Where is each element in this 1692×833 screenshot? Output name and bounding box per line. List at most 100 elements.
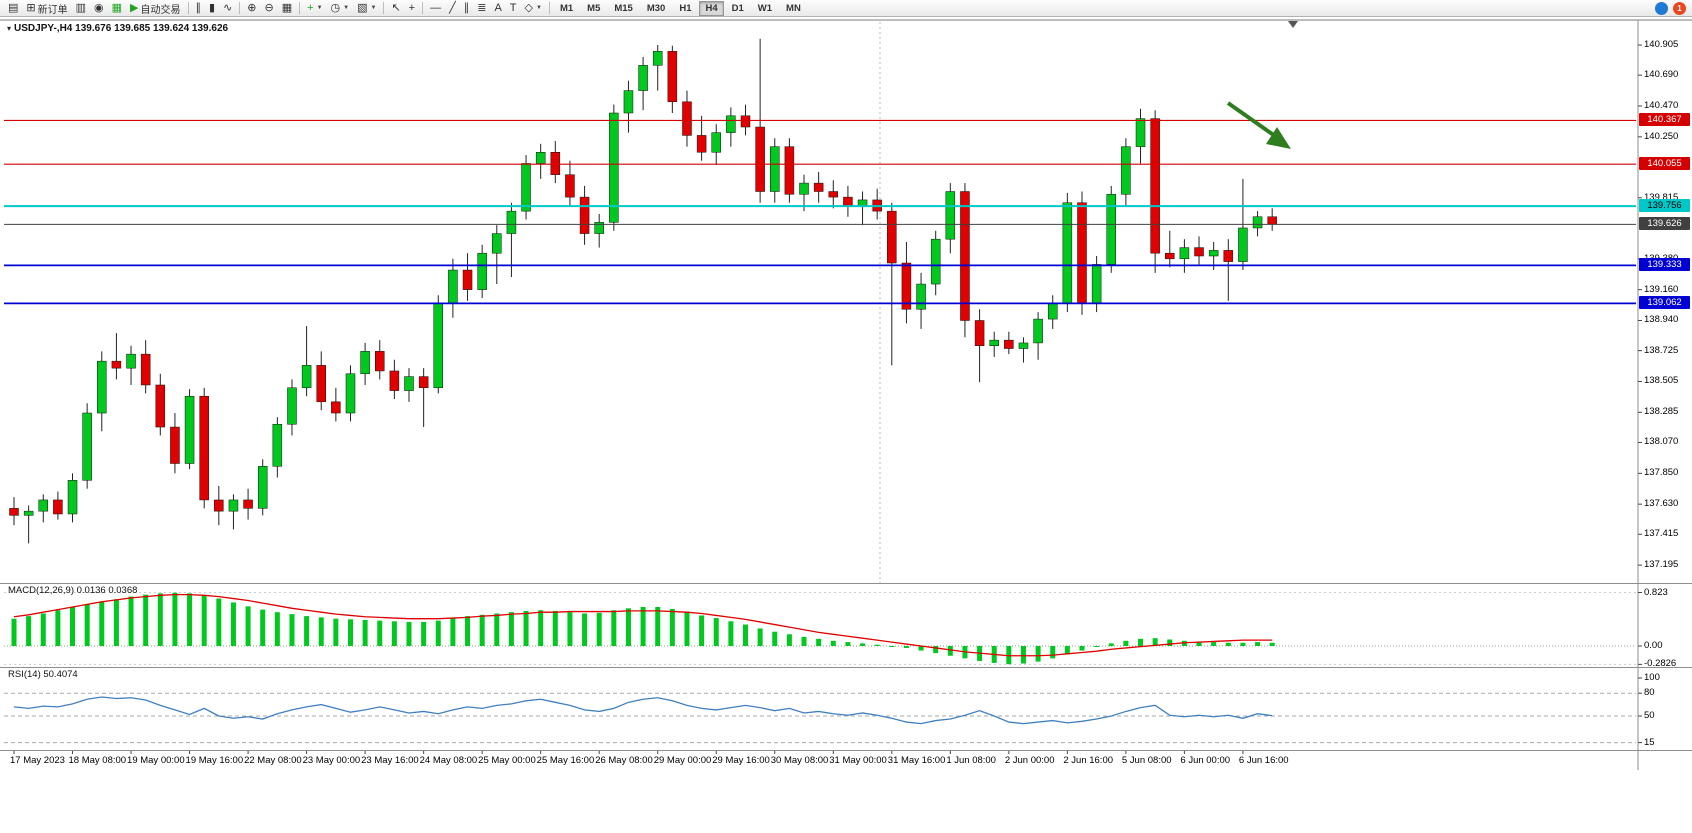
macd-bar bbox=[772, 631, 778, 646]
candle-body bbox=[492, 233, 502, 254]
shapes-button[interactable]: ◇ ▼ bbox=[521, 1, 546, 16]
tf-h1-button[interactable]: H1 bbox=[679, 2, 692, 14]
macd-bar bbox=[786, 634, 792, 646]
macd-bar bbox=[494, 613, 500, 646]
tf-d1-button[interactable]: D1 bbox=[731, 2, 744, 14]
macd-bar bbox=[99, 601, 105, 646]
templates-button[interactable]: ▧ ▼ bbox=[353, 1, 380, 16]
macd-bar bbox=[1167, 639, 1173, 646]
candle-body bbox=[140, 353, 151, 386]
line-chart-button[interactable]: ∿ bbox=[219, 1, 236, 16]
chevron-down-icon: ▼ bbox=[536, 5, 542, 11]
macd-bar bbox=[684, 611, 690, 646]
macd-bar bbox=[816, 638, 822, 646]
macd-bar bbox=[260, 609, 266, 646]
candle-body bbox=[770, 146, 780, 192]
axis-label: 0.823 bbox=[1644, 586, 1668, 598]
crosshair-button[interactable]: + bbox=[405, 1, 419, 16]
panel-splitter-macd[interactable] bbox=[0, 583, 1692, 584]
chart-title: ▾ USDJPY-,H4 139.676 139.685 139.624 139.… bbox=[7, 23, 228, 34]
candle-body bbox=[331, 401, 341, 414]
macd-bar bbox=[172, 592, 178, 646]
new-chart-button[interactable]: ▤ bbox=[4, 1, 22, 16]
community-icon[interactable] bbox=[1655, 1, 1668, 15]
macd-bar bbox=[552, 610, 558, 646]
candle-body bbox=[111, 360, 122, 369]
new-order-button[interactable]: ⊞ 新订单 bbox=[22, 1, 71, 16]
navigator-button[interactable]: ◉ bbox=[90, 1, 108, 16]
text-button[interactable]: A bbox=[490, 1, 505, 16]
axis-label: 26 May 08:00 bbox=[595, 755, 653, 766]
market-watch-icon: ▥ bbox=[75, 1, 87, 14]
market-watch-button[interactable]: ▥ bbox=[72, 1, 90, 16]
candlestick-chart-button[interactable]: ▮ bbox=[205, 1, 219, 16]
toolbar-status-area: 1 bbox=[1655, 1, 1688, 15]
candle-body bbox=[1194, 247, 1204, 257]
candle-body bbox=[784, 146, 795, 195]
candle-body bbox=[448, 269, 458, 304]
tf-m15-button[interactable]: M15 bbox=[614, 2, 633, 14]
notification-icon[interactable]: 1 bbox=[1673, 1, 1686, 15]
axis-label: 137.195 bbox=[1644, 559, 1679, 571]
autotrading-button[interactable]: ▶ 自动交易 bbox=[126, 1, 184, 16]
axis-label: 5 Jun 08:00 bbox=[1121, 755, 1172, 766]
candle-body bbox=[901, 262, 912, 310]
axis-label: 139.160 bbox=[1644, 283, 1679, 295]
bar-chart-button[interactable]: ∥ bbox=[192, 1, 206, 16]
axis-label: 100 bbox=[1644, 672, 1660, 683]
macd-bar bbox=[947, 646, 953, 656]
candle-body bbox=[53, 499, 63, 515]
candle-body bbox=[477, 252, 487, 290]
label-button[interactable]: T bbox=[506, 1, 521, 16]
tile-windows-button[interactable]: ▦ bbox=[278, 1, 296, 16]
zoom-out-button[interactable]: ⊖ bbox=[261, 1, 278, 16]
tf-m30-button[interactable]: M30 bbox=[646, 2, 666, 14]
candle-body bbox=[1004, 339, 1014, 349]
autotrading-button-label: 自动交易 bbox=[140, 4, 181, 16]
periods-button[interactable]: ◷ ▼ bbox=[327, 1, 354, 16]
toolbar-separator bbox=[239, 2, 241, 14]
horizontal-line-button[interactable]: ― bbox=[426, 1, 445, 16]
equidistant-channel-button[interactable]: ∥ bbox=[460, 1, 474, 16]
panel-splitter-rsi[interactable] bbox=[0, 667, 1692, 668]
tf-m5-button[interactable]: M5 bbox=[587, 2, 601, 14]
cursor-button[interactable]: ↖ bbox=[387, 1, 404, 16]
tf-mn-button[interactable]: MN bbox=[786, 2, 801, 14]
macd-bar bbox=[889, 646, 895, 647]
axis-label: 80 bbox=[1644, 687, 1655, 699]
candle-body bbox=[199, 395, 209, 501]
tf-m1-button[interactable]: M1 bbox=[559, 2, 574, 14]
macd-bar bbox=[933, 646, 939, 654]
symbol-menu-icon[interactable]: ▾ bbox=[7, 24, 12, 33]
zoom-in-button[interactable]: ⊕ bbox=[243, 1, 260, 16]
text-icon: A bbox=[494, 1, 502, 14]
axis-label: 6 Jun 16:00 bbox=[1238, 755, 1289, 766]
candle-body bbox=[1208, 250, 1219, 257]
trend-arrow-annotation[interactable] bbox=[1226, 101, 1277, 138]
macd-bar bbox=[40, 613, 46, 646]
macd-bar bbox=[1108, 643, 1114, 646]
trendline-button[interactable]: ╱ bbox=[445, 1, 460, 16]
tf-w1-button[interactable]: W1 bbox=[757, 2, 773, 14]
terminal-button[interactable]: ▦ bbox=[108, 1, 126, 16]
axis-label: 29 May 00:00 bbox=[653, 755, 712, 766]
macd-bar bbox=[1079, 646, 1085, 651]
tf-h4-button[interactable]: H4 bbox=[699, 0, 724, 16]
candle-body bbox=[1106, 194, 1116, 265]
candle-body bbox=[682, 101, 692, 136]
axis-label: 18 May 08:00 bbox=[68, 755, 127, 766]
macd-bar bbox=[655, 607, 661, 646]
candle-body bbox=[82, 412, 92, 481]
axis-label: 1 Jun 08:00 bbox=[946, 755, 996, 766]
candle-body bbox=[1223, 250, 1234, 262]
fibonacci-button[interactable]: ≣ bbox=[473, 1, 490, 16]
macd-bar bbox=[1035, 646, 1041, 662]
candle-body bbox=[9, 508, 19, 516]
indicators-button[interactable]: + ▼ bbox=[303, 1, 326, 16]
macd-bar bbox=[582, 613, 588, 646]
support-line-2-tag: 139.062 bbox=[1639, 296, 1690, 310]
macd-bar bbox=[699, 615, 705, 646]
candle-body bbox=[228, 499, 239, 512]
chart-shift-marker[interactable] bbox=[1288, 21, 1298, 28]
